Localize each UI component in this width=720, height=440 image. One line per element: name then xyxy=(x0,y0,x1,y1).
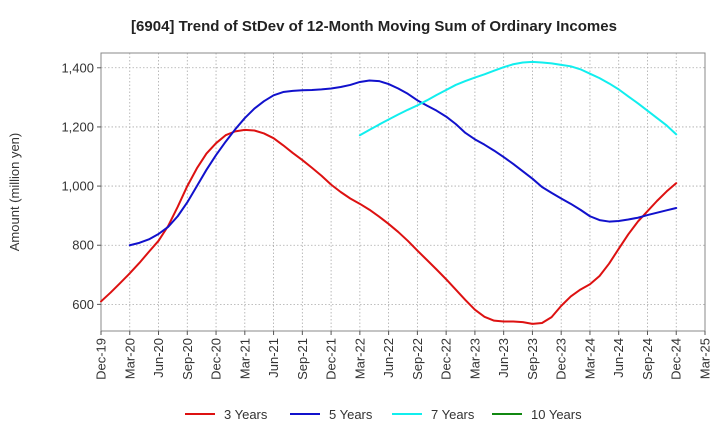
legend-label-10-years: 10 Years xyxy=(531,407,582,422)
y-axis-ticks: 600 800 1,000 1,200 1,400 xyxy=(61,60,101,312)
x-tick-label: Mar-23 xyxy=(467,338,482,379)
legend: 3 Years 5 Years 7 Years 10 Years xyxy=(185,407,582,422)
x-tick-label: Jun-23 xyxy=(496,338,511,378)
x-tick-label: Sep-21 xyxy=(295,338,310,380)
x-tick-label: Dec-22 xyxy=(439,338,454,380)
x-tick-label: Dec-19 xyxy=(94,338,109,380)
x-tick-label: Dec-23 xyxy=(554,338,569,380)
x-tick-label: Jun-21 xyxy=(266,338,281,378)
y-tick-label: 1,200 xyxy=(61,119,94,134)
x-tick-label: Sep-23 xyxy=(525,338,540,380)
x-tick-label: Dec-20 xyxy=(209,338,224,380)
x-tick-label: Mar-20 xyxy=(122,338,137,379)
plot-frame xyxy=(100,52,706,332)
y-tick-label: 600 xyxy=(72,297,94,312)
series-line-3-years xyxy=(100,128,678,325)
y-tick-label: 800 xyxy=(72,238,94,253)
series-line-5-years xyxy=(128,79,678,247)
grid xyxy=(100,53,706,331)
x-tick-label: Mar-21 xyxy=(237,338,252,379)
x-tick-label: Mar-25 xyxy=(698,338,713,379)
y-tick-label: 1,000 xyxy=(61,179,94,194)
x-tick-label: Jun-24 xyxy=(611,338,626,378)
x-tick-label: Jun-20 xyxy=(151,338,166,378)
legend-label-5-years: 5 Years xyxy=(329,407,373,422)
x-tick-label: Mar-22 xyxy=(352,338,367,379)
x-tick-label: Jun-22 xyxy=(381,338,396,378)
legend-label-3-years: 3 Years xyxy=(224,407,268,422)
series-lines xyxy=(100,60,678,325)
chart-title: [6904] Trend of StDev of 12-Month Moving… xyxy=(131,18,617,35)
x-tick-label: Dec-21 xyxy=(324,338,339,380)
legend-label-7-years: 7 Years xyxy=(431,407,475,422)
x-tick-label: Sep-22 xyxy=(410,338,425,380)
x-tick-label: Mar-24 xyxy=(582,338,597,379)
series-line-7-years xyxy=(358,60,678,137)
x-tick-label: Sep-24 xyxy=(640,338,655,380)
x-axis-ticks: Dec-19 Mar-20 Jun-20 Sep-20 Dec-20 Mar-21 Jun-… xyxy=(94,331,713,380)
y-tick-label: 1,400 xyxy=(61,60,94,75)
y-axis-label: Amount (million yen) xyxy=(7,133,22,252)
x-tick-label: Sep-20 xyxy=(180,338,195,380)
x-tick-label: Dec-24 xyxy=(669,338,684,380)
